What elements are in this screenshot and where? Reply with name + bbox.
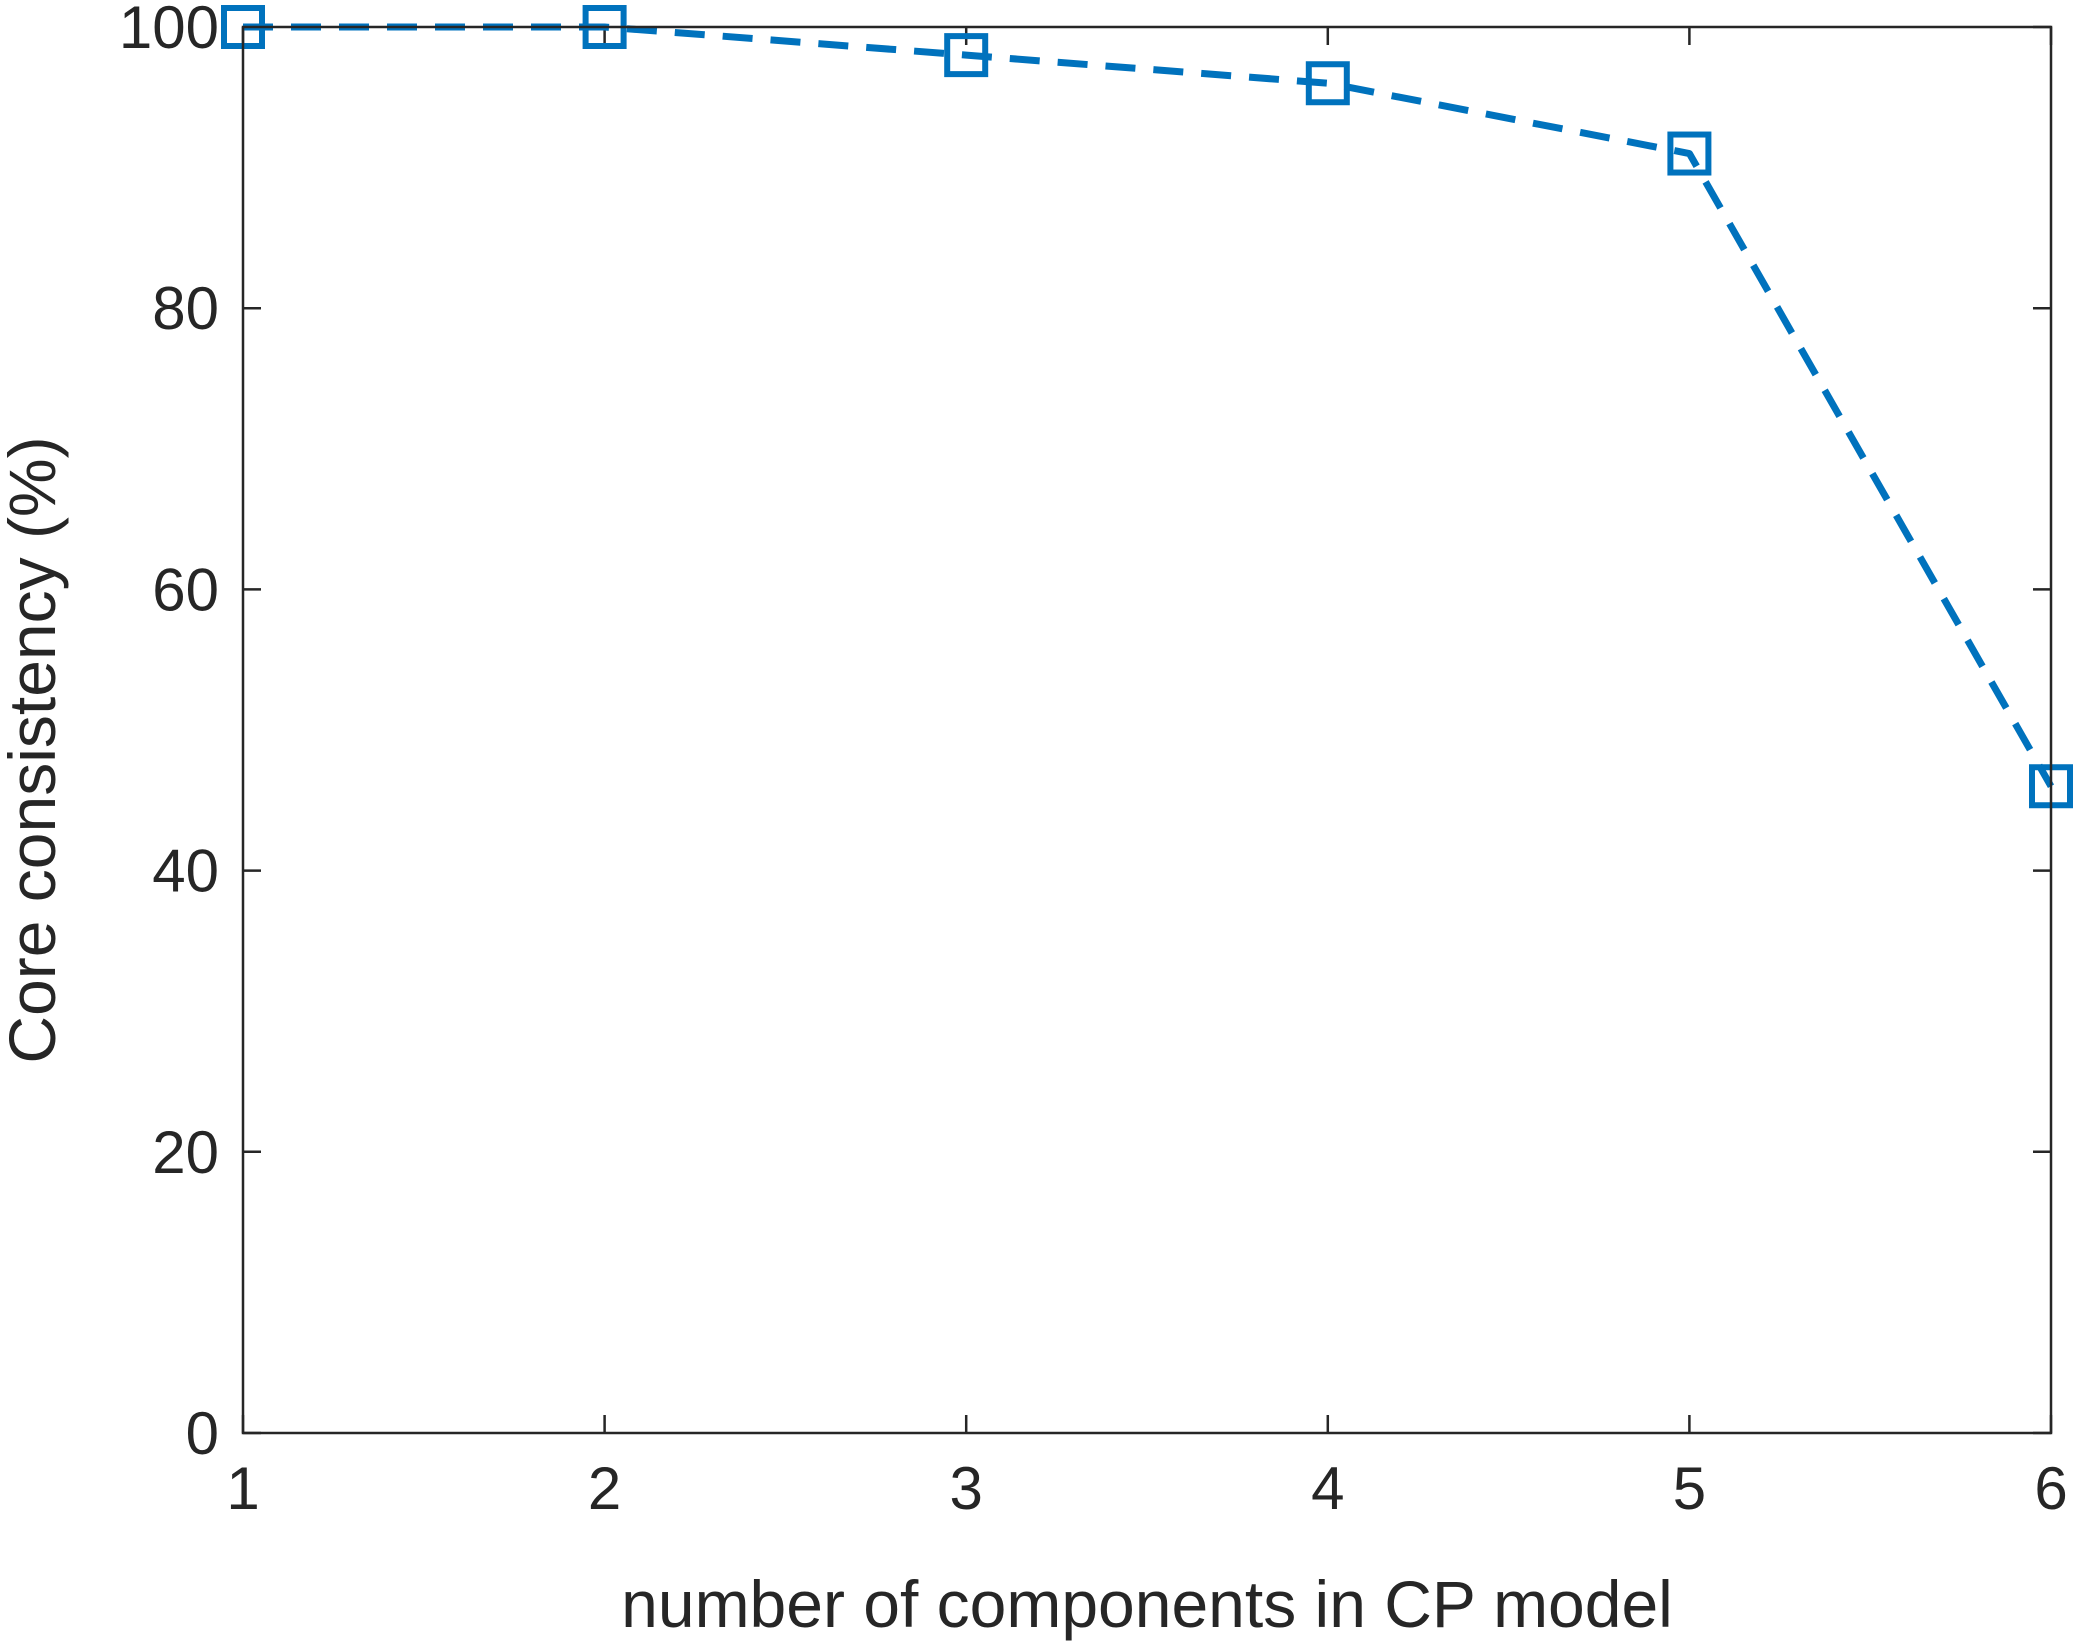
x-tick-label: 2 <box>588 1455 621 1522</box>
y-tick-label: 0 <box>186 1400 219 1467</box>
y-axis-title: Core consistency (%) <box>0 436 69 1063</box>
tick-marks <box>241 25 2053 1435</box>
x-tick-label: 3 <box>950 1455 983 1522</box>
y-tick-label: 20 <box>152 1119 219 1186</box>
y-tick-labels: 0 20 40 60 80 100 <box>119 0 219 1467</box>
series-line <box>243 23 2055 788</box>
data-point-marker <box>1305 61 1350 106</box>
x-tick-label: 4 <box>1311 1455 1344 1522</box>
x-axis-title: number of components in CP model <box>621 1567 1673 1641</box>
y-tick-label: 80 <box>152 275 219 342</box>
x-tick-label: 6 <box>2034 1455 2067 1522</box>
x-tick-label: 1 <box>226 1455 259 1522</box>
y-tick-label: 60 <box>152 556 219 623</box>
y-tick-label: 100 <box>119 0 219 61</box>
data-point-marker <box>944 33 989 78</box>
series-layer <box>221 5 2073 809</box>
x-tick-label: 5 <box>1673 1455 1706 1522</box>
y-tick-label: 40 <box>152 838 219 905</box>
plot-area-frame <box>241 25 2053 1435</box>
x-tick-labels: 1 2 3 4 5 6 <box>226 1455 2067 1522</box>
data-point-marker <box>1667 131 1712 176</box>
